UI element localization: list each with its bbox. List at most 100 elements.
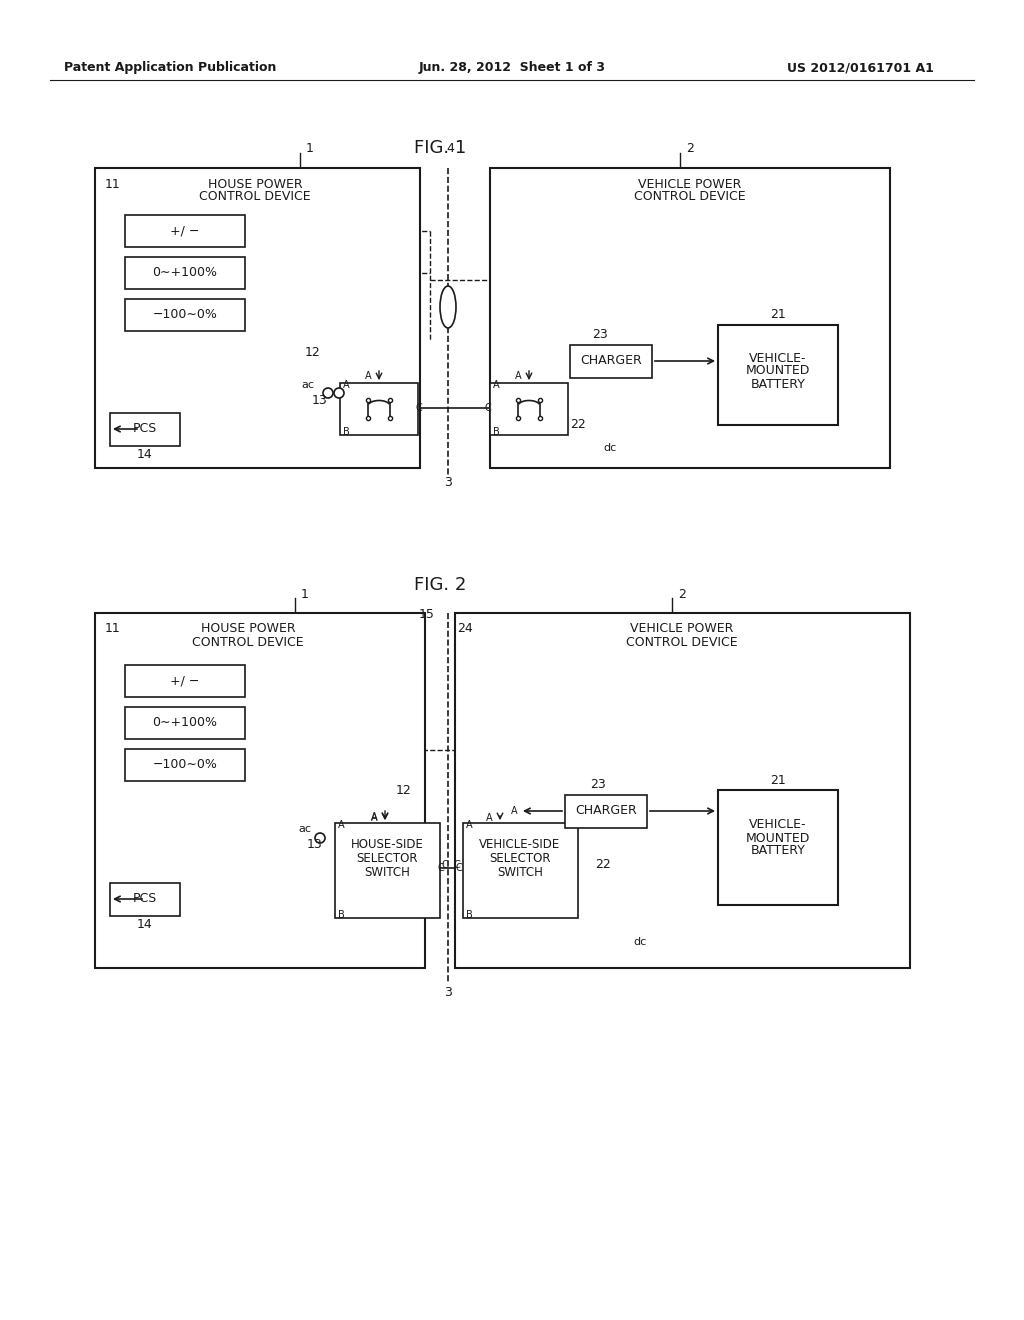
FancyBboxPatch shape <box>125 300 245 331</box>
Text: US 2012/0161701 A1: US 2012/0161701 A1 <box>786 62 934 74</box>
Text: A: A <box>366 371 372 381</box>
Text: CONTROL DEVICE: CONTROL DEVICE <box>193 635 304 648</box>
FancyBboxPatch shape <box>718 325 838 425</box>
Text: 12: 12 <box>396 784 412 796</box>
Text: 2: 2 <box>686 143 694 156</box>
Text: HOUSE-SIDE: HOUSE-SIDE <box>350 838 424 851</box>
Text: B: B <box>466 909 473 920</box>
Text: +/ −: +/ − <box>170 675 200 688</box>
Text: B: B <box>343 426 350 437</box>
FancyBboxPatch shape <box>95 612 425 968</box>
Text: 0∼+100%: 0∼+100% <box>153 717 217 730</box>
Text: CHARGER: CHARGER <box>581 355 642 367</box>
FancyBboxPatch shape <box>125 257 245 289</box>
FancyBboxPatch shape <box>490 168 890 469</box>
FancyBboxPatch shape <box>95 168 420 469</box>
Text: 3: 3 <box>444 986 452 999</box>
Text: FIG. 1: FIG. 1 <box>414 139 466 157</box>
Circle shape <box>323 388 333 399</box>
Text: C: C <box>438 863 444 873</box>
Text: 14: 14 <box>137 919 153 932</box>
Text: VEHICLE-: VEHICLE- <box>750 818 807 832</box>
Text: +/ −: +/ − <box>170 224 200 238</box>
Text: dc: dc <box>603 444 616 453</box>
Text: CONTROL DEVICE: CONTROL DEVICE <box>627 635 738 648</box>
Text: −100∼0%: −100∼0% <box>153 759 217 771</box>
Text: 0∼+100%: 0∼+100% <box>153 267 217 280</box>
Ellipse shape <box>440 286 456 327</box>
Text: 21: 21 <box>770 774 785 787</box>
Text: B: B <box>338 909 345 920</box>
Text: MOUNTED: MOUNTED <box>745 364 810 378</box>
Text: 14: 14 <box>137 449 153 462</box>
Text: dc: dc <box>634 937 646 946</box>
FancyBboxPatch shape <box>718 789 838 906</box>
Text: A: A <box>515 371 522 381</box>
Text: A: A <box>343 380 349 389</box>
Text: A: A <box>372 813 378 822</box>
Text: 24: 24 <box>457 623 473 635</box>
FancyBboxPatch shape <box>455 612 910 968</box>
Text: 3: 3 <box>444 475 452 488</box>
Text: PCS: PCS <box>133 422 157 436</box>
FancyBboxPatch shape <box>110 883 180 916</box>
Text: VEHICLE-: VEHICLE- <box>750 351 807 364</box>
Text: A: A <box>466 820 473 830</box>
Text: CHARGER: CHARGER <box>575 804 637 817</box>
Text: Patent Application Publication: Patent Application Publication <box>63 62 276 74</box>
Text: C: C <box>456 863 462 873</box>
FancyBboxPatch shape <box>125 215 245 247</box>
Text: A: A <box>493 380 500 389</box>
Text: SWITCH: SWITCH <box>365 866 410 879</box>
Text: FIG. 2: FIG. 2 <box>414 576 466 594</box>
Text: 1: 1 <box>301 587 309 601</box>
Text: ac: ac <box>299 824 311 834</box>
Text: 1: 1 <box>306 143 314 156</box>
Text: VEHICLE POWER: VEHICLE POWER <box>631 623 733 635</box>
FancyBboxPatch shape <box>110 413 180 446</box>
Text: 13: 13 <box>312 393 328 407</box>
Text: 12: 12 <box>305 346 321 359</box>
Text: 11: 11 <box>105 623 121 635</box>
Text: B: B <box>493 426 500 437</box>
Text: C: C <box>484 403 490 413</box>
Text: A: A <box>486 813 493 822</box>
Text: VEHICLE-SIDE: VEHICLE-SIDE <box>479 838 560 851</box>
Text: 21: 21 <box>770 309 785 322</box>
Text: HOUSE POWER: HOUSE POWER <box>208 177 302 190</box>
FancyBboxPatch shape <box>125 748 245 781</box>
Text: SELECTOR: SELECTOR <box>356 853 418 866</box>
Text: 22: 22 <box>595 858 610 871</box>
Text: BATTERY: BATTERY <box>751 378 806 391</box>
Text: 11: 11 <box>105 177 121 190</box>
Text: C: C <box>416 403 423 413</box>
FancyBboxPatch shape <box>570 345 652 378</box>
FancyBboxPatch shape <box>565 795 647 828</box>
Text: MOUNTED: MOUNTED <box>745 832 810 845</box>
FancyBboxPatch shape <box>335 822 440 917</box>
Circle shape <box>315 833 325 843</box>
Text: BATTERY: BATTERY <box>751 845 806 858</box>
Circle shape <box>334 388 344 399</box>
Text: 23: 23 <box>592 329 608 342</box>
Text: PCS: PCS <box>133 892 157 906</box>
Text: 2: 2 <box>678 587 686 601</box>
Text: Jun. 28, 2012  Sheet 1 of 3: Jun. 28, 2012 Sheet 1 of 3 <box>419 62 605 74</box>
Text: 23: 23 <box>590 779 606 792</box>
FancyBboxPatch shape <box>125 708 245 739</box>
Text: A: A <box>338 820 345 830</box>
Text: C: C <box>441 861 447 870</box>
Text: SELECTOR: SELECTOR <box>489 853 551 866</box>
FancyBboxPatch shape <box>340 383 418 436</box>
Text: CONTROL DEVICE: CONTROL DEVICE <box>200 190 311 203</box>
Text: 4: 4 <box>446 143 454 156</box>
Text: 13: 13 <box>307 838 323 851</box>
Text: HOUSE POWER: HOUSE POWER <box>201 623 295 635</box>
Text: VEHICLE POWER: VEHICLE POWER <box>638 177 741 190</box>
Text: 15: 15 <box>419 609 435 622</box>
FancyBboxPatch shape <box>490 383 568 436</box>
Text: CONTROL DEVICE: CONTROL DEVICE <box>634 190 745 203</box>
Text: A: A <box>511 807 518 816</box>
Text: SWITCH: SWITCH <box>497 866 543 879</box>
Text: ac: ac <box>301 380 314 389</box>
